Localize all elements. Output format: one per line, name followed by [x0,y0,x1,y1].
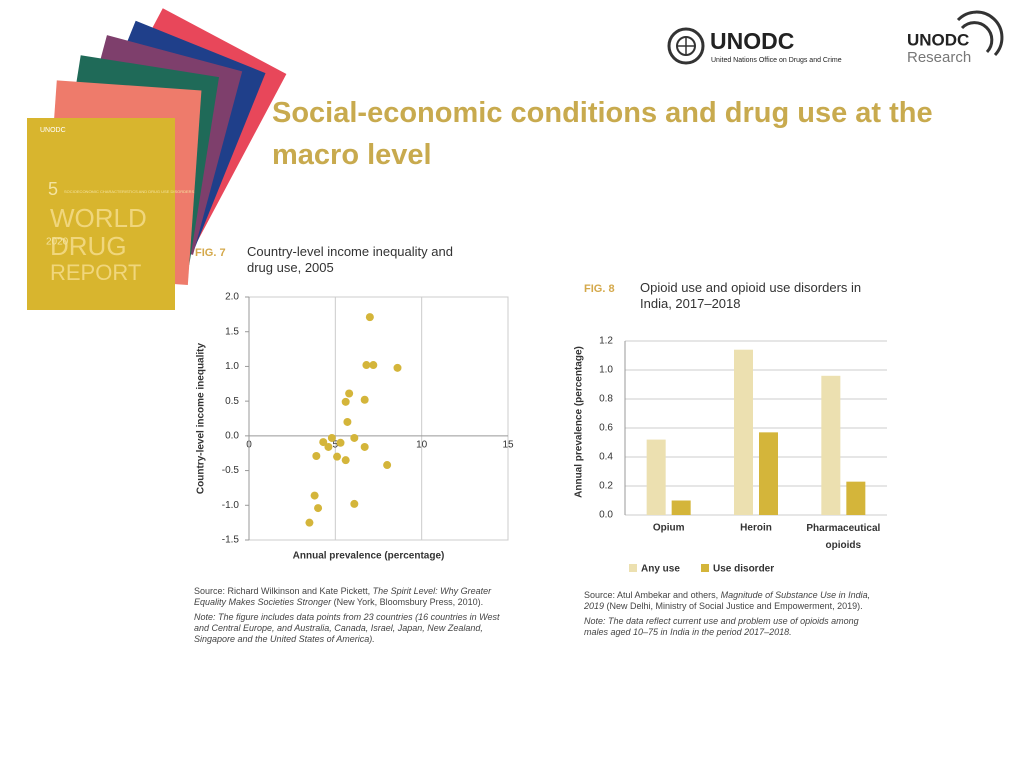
x-tick-label: 10 [416,439,428,450]
y-tick-label: 0.8 [599,394,613,405]
x-tick-label: Heroin [740,523,772,534]
note: Note: The figure includes data points fr… [194,612,500,644]
source-title: The Spirit Level: Why Greater Equality M… [194,586,492,607]
y-tick-label: -1.5 [222,535,240,546]
y-tick-label: 1.2 [599,336,613,347]
x-axis-label: Annual prevalence (percentage) [293,551,445,562]
bar [759,432,778,515]
x-tick-label: Opium [653,523,685,534]
bar [734,349,753,515]
bar [671,500,691,515]
scatter-point [350,499,359,508]
scatter-point [336,438,345,447]
scatter-point [362,361,371,370]
scatter-point [305,518,314,527]
y-axis-label: Country-level income inequality [196,342,207,494]
scatter-point [360,395,369,404]
y-tick-label: -1.0 [222,500,240,511]
legend-label: Any use [641,564,680,575]
source-block: Source: Richard Wilkinson and Kate Picke… [194,586,504,649]
source-text: Source: Richard Wilkinson and Kate Picke… [194,586,373,596]
y-tick-label: 0.0 [599,510,613,521]
y-tick-label: 2.0 [225,292,239,303]
bar [821,375,841,515]
research-logo-subtitle: Research [907,49,971,66]
cover-brand: UNODC [40,127,66,134]
chart-title: Country-level income inequality and drug … [247,244,453,275]
slide-title: Social-economic conditions and drug use … [272,97,933,171]
y-tick-label: -0.5 [222,465,240,476]
y-tick-label: 1.0 [599,365,613,376]
cover-title-line: DRUG [50,231,127,261]
x-tick-label: 5 [333,439,339,450]
plot-frame [248,296,509,541]
scatter-point [312,451,321,460]
source-text: (New Delhi, Ministry of Social Justice a… [604,601,863,611]
scatter-point [350,433,359,442]
scatter-point [345,389,354,398]
research-arcs [956,10,1004,57]
y-tick-label: 0.4 [599,452,613,463]
scatter-point [369,361,378,370]
cover-year: 2020 [46,237,69,248]
bar [846,481,866,515]
y-tick-label: 1.0 [225,361,239,372]
cover-title-line: REPORT [50,260,141,285]
research-logo-name: UNODC [907,30,969,49]
scatter-point [310,491,319,500]
source-text: (New York, Bloomsbury Press, 2010). [331,597,484,607]
y-tick-label: 1.5 [225,326,239,337]
logo-subtitle: United Nations Office on Drugs and Crime [711,57,842,64]
logo-name: UNODC [710,28,794,54]
scatter-point [365,313,374,322]
figure-label: FIG. 8 [584,283,615,295]
x-tick-label: Pharmaceutical opioids [806,523,880,551]
scatter-point [360,442,369,451]
legend-label: Use disorder [713,564,774,575]
y-tick-label: 0.2 [599,481,613,492]
source-block: Source: Atul Ambekar and others, Magnitu… [584,590,879,642]
x-tick-label: 15 [502,439,514,450]
cover-stack [27,8,287,310]
scatter-point [383,461,392,470]
legend-swatch [629,564,637,572]
bar [646,439,666,515]
y-tick-label: 0.5 [225,396,239,407]
scatter-point [327,433,336,442]
note: Note: The data reflect current use and p… [584,616,859,637]
cover-number: 5 [48,179,58,199]
source-text: Source: Atul Ambekar and others, [584,590,721,600]
y-axis-label: Annual prevalence (percentage) [574,346,585,498]
scatter-point [341,456,350,465]
scatter-point [341,397,350,406]
figure-label: FIG. 7 [195,247,226,259]
chart-title: Opioid use and opioid use disorders in In… [640,280,861,311]
cover-chapter: SOCIOECONOMIC CHARACTERISTICS AND DRUG U… [64,189,195,194]
y-tick-label: 0.6 [599,423,613,434]
scatter-point [333,452,342,461]
scatter-point [343,417,352,426]
y-tick-label: 0.0 [225,430,239,441]
cover-title-line: WORLD [50,203,147,233]
scatter-point [319,438,328,447]
legend-swatch [701,564,709,572]
un-emblem [667,27,705,65]
scatter-point [324,442,333,451]
scatter-point [314,504,323,513]
source-title: Magnitude of Substance Use in India, 201… [584,590,871,611]
scatter-point [393,363,402,372]
